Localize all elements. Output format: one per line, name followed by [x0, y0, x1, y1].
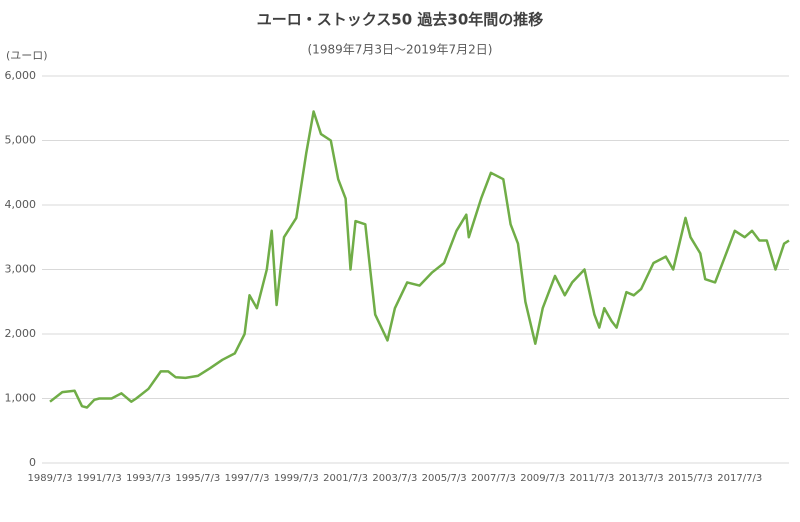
- x-tick-label: 2009/7/3: [520, 473, 565, 484]
- y-tick-label: 2,000: [5, 327, 37, 340]
- x-tick-label: 2011/7/3: [569, 473, 614, 484]
- x-tick-label: 2007/7/3: [471, 473, 516, 484]
- y-tick-label: 5,000: [5, 134, 37, 147]
- x-tick-label: 2017/7/3: [717, 473, 762, 484]
- y-tick-label: 3,000: [5, 263, 37, 276]
- x-tick-label: 2015/7/3: [668, 473, 713, 484]
- y-tick-label: 4,000: [5, 198, 37, 211]
- x-tick-label: 2005/7/3: [422, 473, 467, 484]
- x-tick-label: 1989/7/3: [28, 473, 73, 484]
- chart-title: ユーロ・ストックス50 過去30年間の推移: [257, 11, 544, 29]
- x-tick-label: 2013/7/3: [619, 473, 664, 484]
- x-tick-label: 1995/7/3: [175, 473, 220, 484]
- x-tick-label: 2003/7/3: [372, 473, 417, 484]
- line-series: [49, 110, 790, 409]
- x-tick-label: 1993/7/3: [126, 473, 171, 484]
- y-axis-label: (ユーロ): [6, 49, 48, 62]
- chart-subtitle: (1989年7月3日～2019年7月2日): [308, 43, 493, 57]
- y-tick-label: 0: [29, 456, 36, 469]
- x-tick-label: 2001/7/3: [323, 473, 368, 484]
- y-tick-label: 6,000: [5, 69, 37, 82]
- x-tick-label: 1999/7/3: [274, 473, 319, 484]
- y-tick-label: 1,000: [5, 392, 37, 405]
- x-tick-label: 1991/7/3: [77, 473, 122, 484]
- x-tick-label: 1997/7/3: [225, 473, 270, 484]
